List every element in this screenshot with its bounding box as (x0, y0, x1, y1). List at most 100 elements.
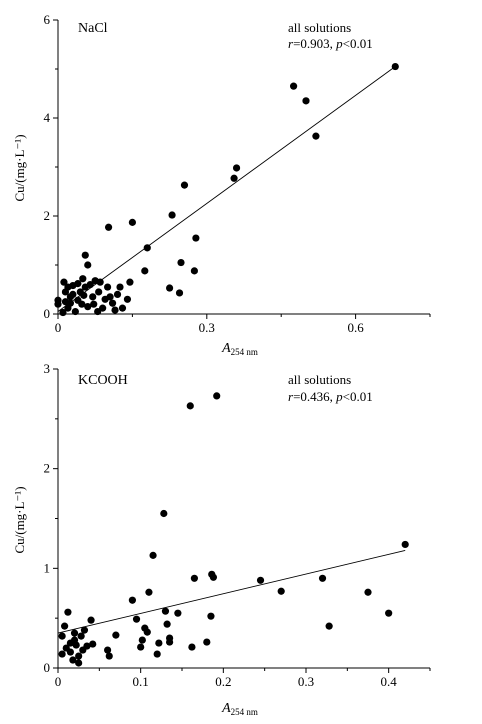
y-tick-label: 3 (44, 361, 51, 376)
panel-label: NaCl (78, 21, 108, 36)
data-point (77, 632, 85, 640)
data-point (256, 576, 265, 584)
data-point (118, 304, 127, 312)
data-point (72, 641, 80, 649)
data-point (90, 300, 98, 308)
data-point (59, 308, 67, 317)
data-point (213, 392, 221, 400)
data-point (61, 622, 69, 630)
data-point (385, 609, 393, 617)
data-point (112, 631, 120, 639)
data-point (126, 278, 134, 286)
data-point (71, 307, 79, 316)
fit-line (57, 549, 406, 634)
x-tick-label: 0.6 (347, 320, 364, 335)
y-tick-label: 4 (44, 110, 51, 125)
data-point (232, 164, 241, 172)
data-point (302, 97, 310, 105)
data-point (66, 648, 74, 656)
data-point (209, 573, 218, 581)
data-point (87, 616, 95, 624)
data-point (84, 261, 92, 269)
x-tick-label: 0.3 (199, 320, 215, 335)
data-point (104, 223, 113, 231)
data-point (64, 608, 72, 616)
data-point (312, 132, 320, 140)
y-tick-label: 2 (44, 208, 51, 223)
data-point (168, 211, 176, 219)
data-point (58, 650, 66, 658)
x-tick-label: 0.2 (215, 674, 231, 689)
data-point (70, 629, 79, 637)
data-point (128, 596, 136, 604)
stats-line-1: all solutions (288, 372, 351, 387)
data-point (104, 646, 112, 654)
data-point (54, 300, 62, 308)
data-point (188, 643, 196, 651)
data-point (230, 174, 238, 182)
data-point (60, 278, 68, 286)
data-point (106, 293, 114, 301)
data-point (166, 284, 174, 292)
data-point (113, 290, 122, 298)
data-point (277, 587, 285, 595)
data-point (83, 642, 91, 650)
data-point (104, 283, 112, 291)
data-point (58, 632, 66, 640)
data-point (105, 652, 113, 660)
x-tick-label: 0.1 (133, 674, 149, 689)
data-point (116, 283, 124, 291)
y-tick-label: 1 (44, 560, 51, 575)
y-axis-label: Cu/(mg·L⁻¹) (12, 486, 27, 553)
data-point (123, 295, 132, 303)
x-tick-label: 0 (55, 320, 62, 335)
fit-line (57, 66, 396, 312)
data-point (318, 574, 327, 582)
data-point (81, 251, 89, 259)
x-tick-label: 0.3 (298, 674, 314, 689)
x-axis-label: A254 nm (221, 701, 258, 717)
data-point (391, 62, 399, 71)
data-point (80, 291, 88, 299)
data-point (166, 634, 174, 642)
data-point (190, 574, 198, 582)
data-point (141, 267, 149, 275)
data-point (175, 289, 184, 297)
stats-line-1: all solutions (288, 20, 351, 35)
panel-label: KCOOH (78, 373, 128, 388)
x-tick-label: 0 (55, 674, 62, 689)
data-point (75, 652, 83, 660)
data-point (111, 306, 119, 314)
data-point (69, 656, 77, 664)
data-point (163, 620, 171, 628)
data-point (192, 234, 200, 242)
data-point (132, 615, 141, 623)
y-tick-label: 0 (44, 306, 51, 321)
data-point (207, 612, 215, 620)
data-point (84, 303, 92, 311)
y-tick-label: 0 (44, 660, 51, 675)
data-point (203, 638, 211, 646)
data-point (143, 628, 151, 636)
data-point (290, 82, 298, 90)
data-point (75, 659, 83, 667)
data-point (153, 650, 161, 658)
data-point (66, 299, 74, 307)
data-point (145, 588, 153, 596)
data-point (149, 551, 157, 559)
data-point (137, 643, 145, 651)
data-point (96, 278, 104, 286)
data-point (177, 258, 185, 267)
data-point (89, 640, 97, 648)
data-point (95, 288, 103, 296)
data-point (401, 540, 409, 549)
data-point (364, 588, 372, 596)
stats-line-2: r=0.436, p<0.01 (288, 389, 373, 404)
data-point (161, 607, 170, 615)
data-point (78, 300, 86, 308)
data-point (80, 626, 89, 634)
data-point (325, 622, 333, 630)
data-point (174, 609, 182, 617)
x-axis-label: A254 nm (221, 341, 258, 357)
